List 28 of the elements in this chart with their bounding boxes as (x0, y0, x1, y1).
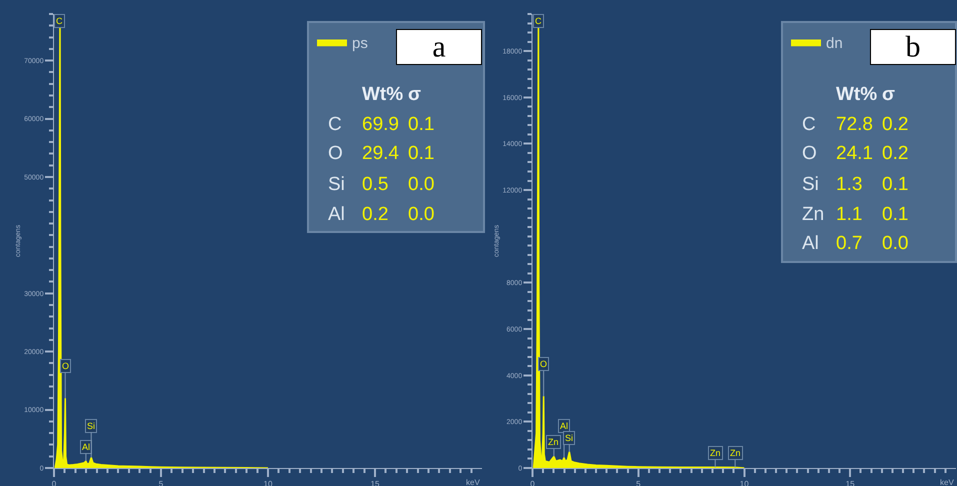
annotation: Al 0.2 0.0 (328, 204, 434, 225)
annotation: Al 0.7 0.0 (802, 233, 908, 254)
legend-label: dn (826, 35, 843, 52)
annotation: Zn (710, 448, 721, 458)
annotation: O 29.4 0.1 (328, 143, 434, 164)
annotation: b (906, 30, 920, 64)
annotation: Zn (548, 437, 559, 447)
annotation: Al (82, 442, 90, 452)
annotation: Si (87, 421, 96, 431)
annotation: O (62, 361, 70, 371)
annotation: C (535, 16, 542, 26)
annotation: Zn (730, 448, 741, 458)
x-axis-title: keV (466, 478, 480, 486)
annotation: O (540, 359, 548, 369)
annotation: O 24.1 0.2 (802, 143, 908, 164)
annotation: Wt% σ (836, 84, 895, 105)
annotation: C (56, 16, 63, 26)
x-axis-title: keV (940, 478, 954, 486)
annotation: Zn 1.1 0.1 (802, 204, 908, 225)
annotation: C 72.8 0.2 (802, 114, 908, 135)
annotation: Si 1.3 0.1 (802, 174, 908, 195)
annotation: Al (560, 421, 568, 431)
annotation: Si (565, 433, 574, 443)
legend-label: ps (352, 35, 368, 52)
annotation: C 69.9 0.1 (328, 114, 434, 135)
annotation: Si 0.5 0.0 (328, 174, 434, 195)
annotation: a (432, 30, 446, 64)
annotation: Wt% σ (362, 84, 421, 105)
